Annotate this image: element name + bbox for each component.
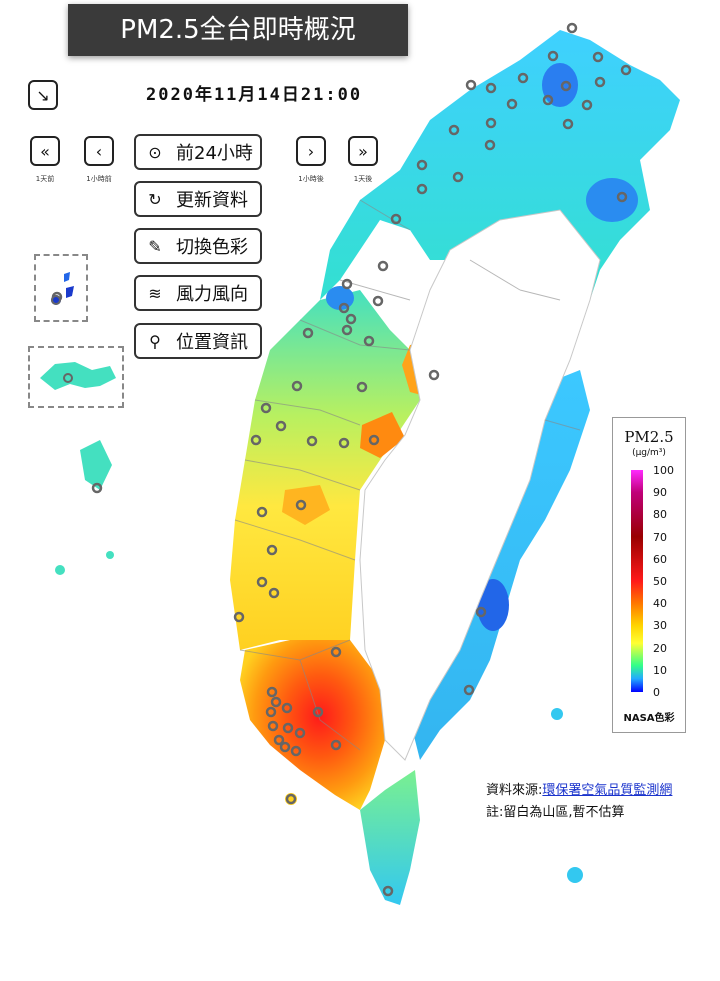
wind-button[interactable]: ≋ 風力風向 [134,275,262,311]
blue-patch-ne [586,178,638,222]
source-note: 註:留白為山區,暫不估算 [486,805,625,820]
green-island [551,708,563,720]
paint-brush-icon: ✎ [148,236,162,256]
legend-unit: (µg/m³) [632,448,666,458]
legend-tick: 30 [653,619,667,633]
blue-patch-taipei [542,63,578,107]
double-chevron-right-icon: » [358,141,368,161]
prev-hour-button[interactable]: ‹ [84,136,114,166]
past24-label: 前24小時 [176,143,253,164]
double-chevron-left-icon: « [40,141,50,161]
color-switch-button[interactable]: ✎ 切換色彩 [134,228,262,264]
refresh-label: 更新資料 [176,190,248,211]
past24-button[interactable]: ⊙ 前24小時 [134,134,262,170]
refresh-button[interactable]: ↻ 更新資料 [134,181,262,217]
chevron-left-icon: ‹ [95,141,103,161]
legend-tick: 70 [653,530,667,544]
region-east [410,370,590,760]
collapse-button[interactable]: ↘ [28,80,58,110]
legend-tick: 10 [653,663,667,677]
chevron-right-icon: › [307,141,315,161]
island-dot-1 [55,565,65,575]
matsu-islands [51,272,74,305]
region-south-tip [360,770,420,905]
region-west [230,290,420,650]
datetime-label: 2020年11月14日21:00 [146,85,363,105]
region-south [240,640,385,810]
page-title: PM2.5全台即時概況 [68,4,408,56]
legend-title: PM2.5 [624,428,674,446]
map-pin-icon: ⚲ [149,331,161,351]
legend-footer: NASA色彩 [623,713,675,724]
color-switch-label: 切換色彩 [176,237,248,258]
prev-day-button[interactable]: « [30,136,60,166]
orchid-island [567,867,583,883]
prev-hour-caption: 1小時前 [86,175,112,183]
blue-patch-east [477,579,509,631]
legend-tick: 100 [653,464,674,477]
legend-color-bar [631,470,643,692]
legend-tick: 20 [653,641,667,655]
source-label: 資料來源: [486,783,543,798]
refresh-icon: ↻ [148,189,162,209]
next-hour-caption: 1小時後 [298,175,324,183]
location-label: 位置資訊 [176,332,248,353]
next-hour-button[interactable]: › [296,136,326,166]
wind-icon: ≋ [148,283,162,303]
legend-tick: 50 [653,575,667,588]
legend-tick: 0 [653,686,660,699]
color-legend: PM2.5 (µg/m³) 100 90 80 70 60 50 40 30 20 10 0 NAS… [612,417,686,733]
data-source: 資料來源:環保署空氣品質監測網 註:留白為山區,暫不估算 [486,780,672,824]
legend-tick: 40 [653,597,667,611]
source-link[interactable]: 環保署空氣品質監測網 [542,783,673,798]
wind-label: 風力風向 [176,284,248,305]
legend-tick: 60 [653,552,667,566]
penghu-island [80,440,112,490]
legend-tick: 90 [653,486,667,500]
region-north [320,30,680,300]
arrow-down-right-icon: ↘ [36,85,50,105]
kinmen-islands [40,362,116,390]
mountain-area [359,209,601,761]
next-day-button[interactable]: » [348,136,378,166]
matsu-inset[interactable] [34,254,88,322]
prev-day-caption: 1天前 [35,175,55,183]
legend-tick: 80 [653,508,667,522]
kinmen-inset[interactable] [28,346,124,408]
play-circle-icon: ⊙ [148,142,162,162]
next-day-caption: 1天後 [353,175,373,183]
region-orange-patch-2 [360,412,405,458]
location-button[interactable]: ⚲ 位置資訊 [134,323,262,359]
county-borders [234,199,581,751]
island-dot-2 [106,551,114,559]
